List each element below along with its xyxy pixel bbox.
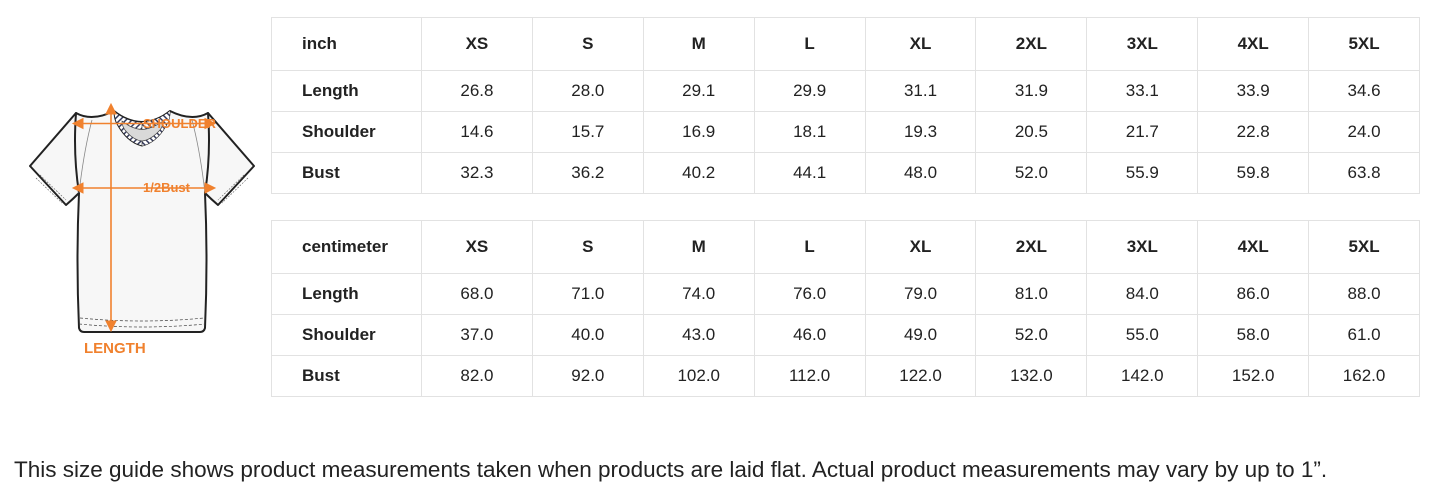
svg-text:SHOULDER: SHOULDER <box>143 116 217 131</box>
svg-text:LENGTH: LENGTH <box>84 340 146 357</box>
svg-text:1/2Bust: 1/2Bust <box>143 180 191 195</box>
